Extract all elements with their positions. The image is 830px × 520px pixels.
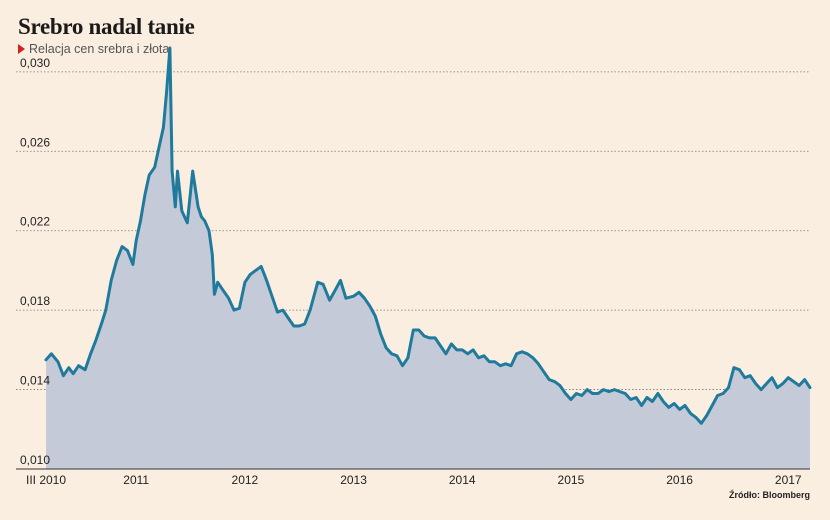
x-tick-labels: III 2010 2011 2012 2013 2014 2015 2016 2017 [26,473,802,487]
subtitle-triangle-icon [18,44,25,54]
y-tick-label: 0,018 [20,294,50,308]
x-tick-label: III 2010 [26,473,66,487]
x-tick-label: 2015 [558,473,585,487]
y-tick-label: 0,022 [20,215,50,229]
subtitle-row: Relacja cen srebra i złota [18,42,169,56]
series-line [44,46,812,425]
chart-title: Srebro nadal tanie [18,14,195,39]
source-note: Źródło: Bloomberg [729,490,810,500]
x-tick-label: 2013 [340,473,367,487]
y-tick-label: 0,010 [20,453,50,467]
grid-lines [16,71,810,390]
x-tick-label: 2012 [232,473,259,487]
series-area-fill [46,48,810,469]
x-tick-label: 2014 [449,473,476,487]
y-tick-label: 0,026 [20,135,50,149]
x-tick-label: 2017 [775,473,802,487]
x-tick-label: 2016 [666,473,693,487]
chart-subtitle: Relacja cen srebra i złota [29,42,170,56]
x-tick-label: 2011 [123,473,149,487]
y-tick-label: 0,030 [20,56,50,70]
y-tick-labels: 0,010 0,014 0,018 0,022 0,026 0,030 [20,56,50,467]
y-tick-label: 0,014 [20,374,50,388]
